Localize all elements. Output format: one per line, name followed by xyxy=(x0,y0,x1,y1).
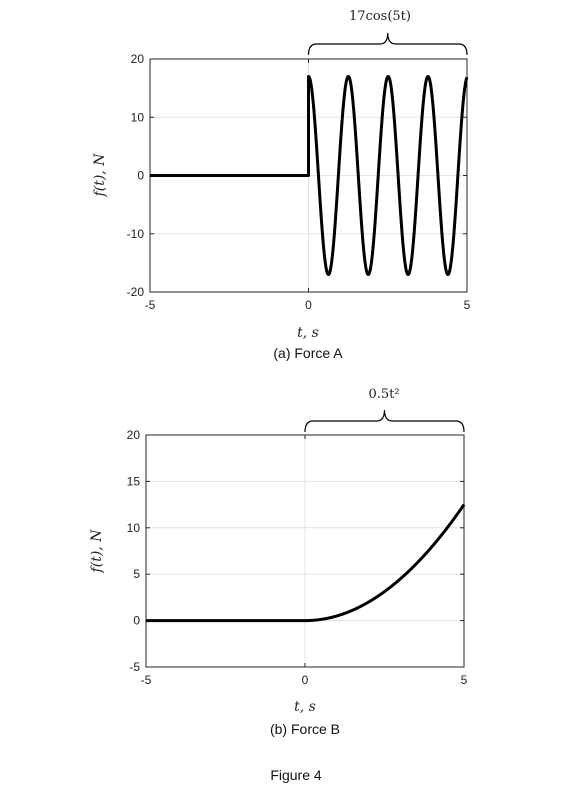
chart-b-x-axis-label: t, s xyxy=(294,699,316,715)
chart-b-y-tick-label: 20 xyxy=(127,428,141,442)
chart-b-y-tick-label: 15 xyxy=(127,474,141,488)
chart-a-x-tick-labels: -5 0 5 xyxy=(145,298,471,312)
chart-a-y-tick-label: 0 xyxy=(137,169,144,183)
chart-a-annotation-text: 17cos(5t) xyxy=(349,9,411,24)
chart-a-series-line xyxy=(150,74,469,277)
chart-a-x-tick-label: 5 xyxy=(464,298,471,312)
chart-b-annotation-text: 0.5t² xyxy=(368,387,399,402)
chart-a-x-tick-label: -5 xyxy=(145,298,156,312)
chart-a-y-tick-label: 10 xyxy=(131,110,145,124)
chart-b-x-tick-label: 5 xyxy=(461,673,468,687)
chart-b-y-tick-label: -5 xyxy=(129,660,140,674)
chart-a-y-tick-labels: 20 10 0 -10 -20 xyxy=(127,52,145,299)
chart-b-x-tick-labels: -5 0 5 xyxy=(141,673,468,687)
chart-a-annotation-brace xyxy=(307,32,468,56)
chart-b: 20 15 10 5 0 -5 -5 0 5 0.5t² f(t), N t, s (b) F… xyxy=(89,387,468,737)
chart-b-y-tick-labels: 20 15 10 5 0 -5 xyxy=(127,428,141,674)
chart-a-y-tick-label: -20 xyxy=(127,285,145,299)
chart-a-x-tick-label: 0 xyxy=(305,298,312,312)
chart-a-caption: (a) Force A xyxy=(273,345,343,361)
chart-b-x-tick-label: -5 xyxy=(141,673,152,687)
chart-a-y-tick-label: -10 xyxy=(127,227,145,241)
chart-a-x-axis-label: t, s xyxy=(297,325,319,341)
chart-b-y-tick-label: 10 xyxy=(127,521,141,535)
figure-caption: Figure 4 xyxy=(270,767,322,783)
chart-b-y-tick-label: 0 xyxy=(133,614,140,628)
chart-b-annotation-brace xyxy=(304,409,465,433)
chart-b-x-tick-label: 0 xyxy=(302,673,309,687)
chart-b-y-tick-label: 5 xyxy=(133,567,140,581)
chart-a-y-axis-label: f(t), N xyxy=(92,153,108,198)
chart-b-series-line xyxy=(146,503,466,623)
chart-b-caption: (b) Force B xyxy=(270,721,340,737)
chart-a-y-tick-label: 20 xyxy=(131,52,145,66)
chart-b-grid xyxy=(145,434,465,668)
chart-b-y-axis-label: f(t), N xyxy=(89,529,105,574)
